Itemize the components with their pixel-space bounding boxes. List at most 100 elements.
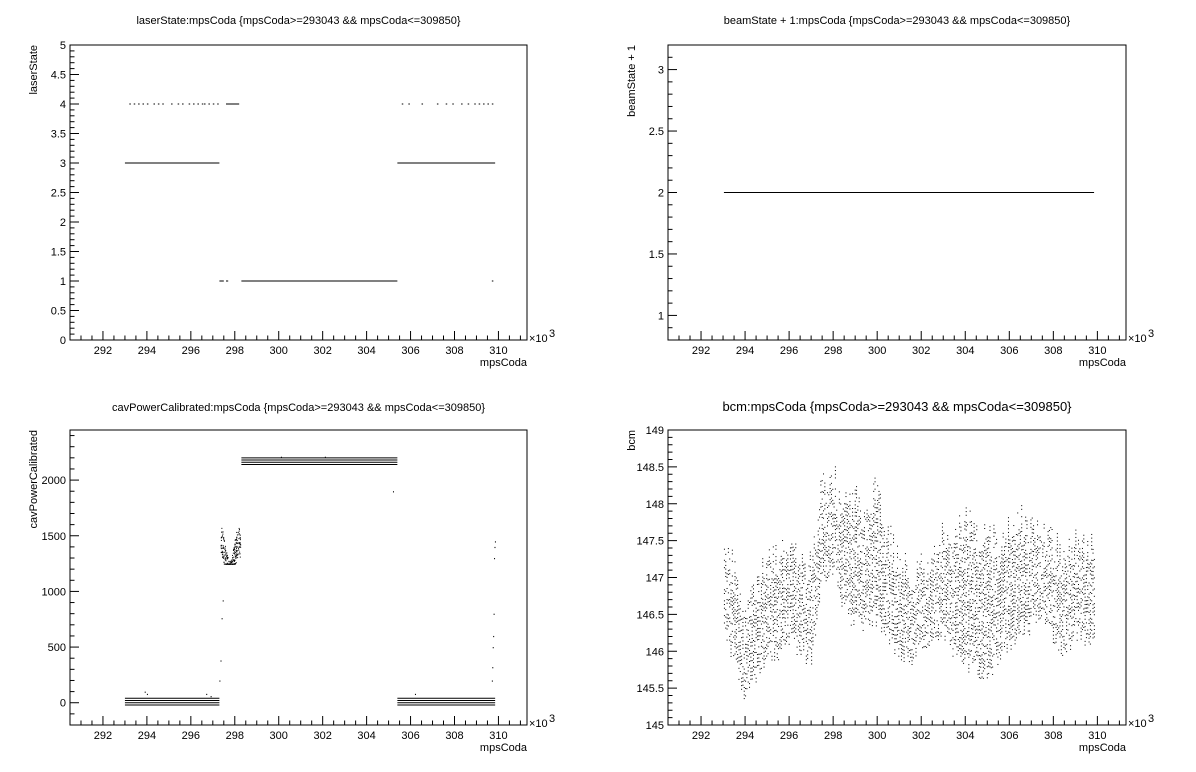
data-point [1035, 621, 1037, 623]
data-point [815, 575, 817, 577]
data-point [1000, 643, 1002, 645]
data-point [1092, 622, 1094, 624]
data-point [977, 625, 979, 627]
data-point [734, 638, 736, 640]
data-point [796, 613, 798, 615]
data-point [989, 622, 991, 624]
x-tick-label: 292 [692, 730, 710, 742]
data-point [235, 556, 237, 558]
data-point [902, 615, 904, 617]
data-point [944, 598, 946, 600]
data-point [774, 659, 776, 661]
data-point [963, 629, 965, 631]
data-point [776, 586, 778, 588]
data-point [933, 579, 935, 581]
data-point [926, 602, 928, 604]
data-point [845, 591, 847, 593]
data-point [1013, 606, 1015, 608]
data-point [750, 597, 752, 599]
data-point [764, 599, 766, 601]
data-point [1001, 553, 1003, 555]
data-point [1087, 566, 1089, 568]
data-point [865, 585, 867, 587]
data-point [830, 560, 832, 562]
data-point [846, 522, 848, 524]
data-point [1092, 607, 1094, 609]
data-point [848, 565, 850, 567]
data-point [956, 624, 958, 626]
data-point [803, 627, 805, 629]
data-point [233, 548, 235, 550]
data-point [1000, 573, 1002, 575]
data-point [840, 584, 842, 586]
data-point [998, 570, 1000, 572]
data-point [803, 638, 805, 640]
data-point [994, 598, 996, 600]
data-point [775, 581, 777, 583]
data-point [1004, 550, 1006, 552]
data-point [793, 567, 795, 569]
data-point [854, 530, 856, 532]
data-point [922, 636, 924, 638]
data-point [849, 578, 851, 580]
data-point [1027, 593, 1029, 595]
data-point [875, 577, 877, 579]
data-point [1005, 545, 1007, 547]
data-point [1041, 615, 1043, 617]
data-point [1081, 566, 1083, 568]
data-point [856, 534, 858, 536]
data-point [238, 543, 240, 545]
data-point [792, 616, 794, 618]
data-point [819, 564, 821, 566]
data-point [1081, 629, 1083, 631]
data-point [935, 595, 937, 597]
data-point [956, 602, 958, 604]
data-point [898, 589, 900, 591]
data-point [1009, 609, 1011, 611]
data-point [889, 602, 891, 604]
data-point [893, 593, 895, 595]
data-point [221, 553, 223, 555]
data-point [775, 640, 777, 642]
data-point [968, 671, 970, 673]
data-point [820, 484, 822, 486]
data-point [1033, 584, 1035, 586]
data-point [858, 523, 860, 525]
data-point [988, 536, 990, 538]
data-point [823, 536, 825, 538]
data-point [1092, 582, 1094, 584]
data-point [968, 623, 970, 625]
data-point [799, 564, 801, 566]
data-point [861, 617, 863, 619]
data-point [993, 528, 995, 530]
data-point [793, 571, 795, 573]
data-point [902, 630, 904, 632]
data-point [881, 612, 883, 614]
data-point [1058, 590, 1060, 592]
data-point [936, 579, 938, 581]
data-point [860, 613, 862, 615]
data-point [879, 589, 881, 591]
x-tick-label: 294 [736, 345, 754, 357]
data-point [998, 611, 1000, 613]
data-point [738, 642, 740, 644]
data-point [1071, 632, 1073, 634]
data-point [1048, 555, 1050, 557]
data-point [1034, 549, 1036, 551]
data-point [961, 649, 963, 651]
data-point [829, 565, 831, 567]
data-point [776, 657, 778, 659]
data-point [945, 547, 947, 549]
data-point [752, 651, 754, 653]
data-point [1004, 645, 1006, 647]
data-point [1080, 631, 1082, 633]
data-point [1025, 516, 1027, 518]
data-point [961, 634, 963, 636]
data-point [808, 583, 810, 585]
data-point [797, 566, 799, 568]
data-point [981, 639, 983, 641]
data-point [886, 542, 888, 544]
data-point [941, 522, 943, 524]
data-point [1067, 570, 1069, 572]
data-point [961, 572, 963, 574]
